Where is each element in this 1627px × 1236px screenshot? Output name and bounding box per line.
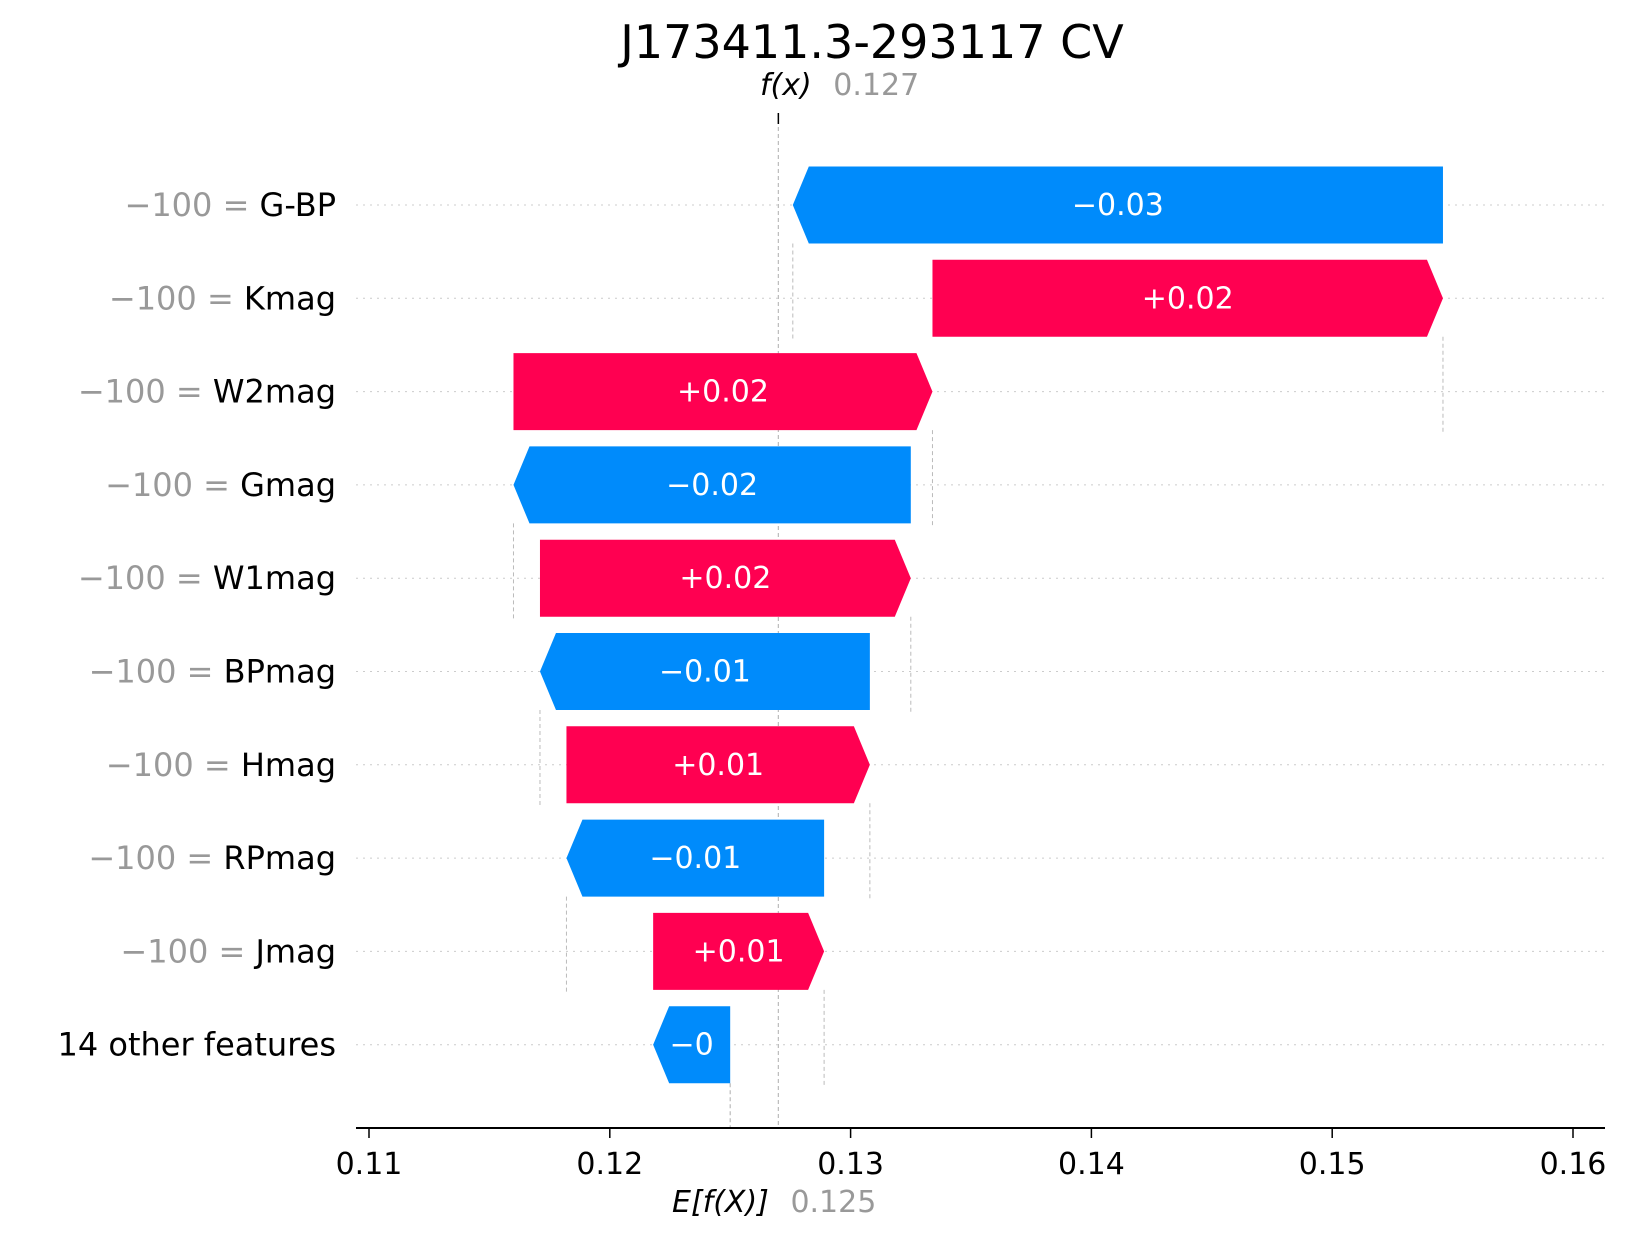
- feature-name: Kmag: [244, 279, 336, 317]
- feature-value: −100 =: [88, 839, 223, 877]
- feature-name: Jmag: [253, 932, 336, 970]
- feature-label: −100 = BPmag: [89, 653, 336, 691]
- feature-name: 14 other features: [57, 1026, 336, 1064]
- feature-label: −100 = G-BP: [125, 186, 337, 224]
- bar-value-label: +0.02: [679, 561, 771, 596]
- x-tick-label: 0.16: [1540, 1147, 1607, 1182]
- bar-positive: [513, 353, 933, 431]
- bar-positive: [932, 259, 1443, 337]
- feature-name: RPmag: [223, 839, 336, 877]
- bar-value-label: −0.03: [1072, 188, 1164, 223]
- base-value-label: E[f(X)] 0.125: [672, 1185, 876, 1220]
- bar-negative: [513, 446, 911, 524]
- feature-name: W1mag: [213, 559, 336, 597]
- feature-name: G-BP: [260, 186, 336, 224]
- feature-label: −100 = W2mag: [78, 373, 336, 411]
- feature-name: Gmag: [240, 466, 336, 504]
- x-tick-label: 0.12: [576, 1147, 643, 1182]
- feature-name: BPmag: [224, 653, 336, 691]
- feature-label: −100 = Kmag: [109, 279, 336, 317]
- bar-value-label: +0.01: [672, 748, 764, 783]
- bar-value-label: +0.01: [693, 934, 785, 969]
- feature-name: W2mag: [213, 373, 336, 411]
- feature-value: −100 =: [89, 653, 224, 691]
- x-tick-label: 0.14: [1058, 1147, 1125, 1182]
- output-value-label: f(x) 0.127: [760, 68, 919, 103]
- bar-value-label: −0.01: [659, 655, 751, 690]
- base-value-number: 0.125: [790, 1185, 876, 1220]
- feature-label: −100 = RPmag: [88, 839, 336, 877]
- output-value-name: f(x): [760, 68, 812, 103]
- feature-label: 14 other features: [57, 1026, 336, 1064]
- bar-value-label: −0.01: [649, 841, 741, 876]
- feature-value: −100 =: [120, 932, 255, 970]
- bar-value-label: +0.02: [1142, 281, 1234, 316]
- bars-layer: −0.03 +0.02 +0.02 −0.02 +0.02 −0.01 +0.01 −0.01…: [513, 166, 1443, 1084]
- chart-title: J173411.3-293117 CV: [617, 15, 1124, 69]
- x-axis: 0.11 0.12 0.13 0.14 0.15 0.16: [336, 1127, 1607, 1182]
- feature-label: −100 = W1mag: [78, 559, 336, 597]
- feature-label: −100 = Hmag: [106, 746, 336, 784]
- bar-value-label: +0.02: [677, 375, 769, 410]
- feature-label: −100 = Jmag: [120, 932, 336, 970]
- bar-value-label: −0.02: [666, 468, 758, 503]
- x-tick-label: 0.11: [336, 1147, 403, 1182]
- bar-positive: [566, 726, 870, 804]
- x-tick-label: 0.15: [1299, 1147, 1366, 1182]
- bar-value-label: −0: [670, 1028, 714, 1063]
- feature-value: −100 =: [78, 373, 213, 411]
- base-value-name: E[f(X)]: [672, 1185, 769, 1220]
- feature-value: −100 =: [125, 186, 260, 224]
- feature-value: −100 =: [78, 559, 213, 597]
- feature-name: Hmag: [241, 746, 336, 784]
- feature-label: −100 = Gmag: [105, 466, 336, 504]
- x-tick-label: 0.13: [817, 1147, 884, 1182]
- feature-value: −100 =: [106, 746, 241, 784]
- feature-labels-layer: −100 = G-BP−100 = Kmag−100 = W2mag−100 =…: [57, 186, 336, 1064]
- bar-positive: [653, 912, 825, 990]
- bar-negative: [653, 1006, 731, 1084]
- bar-negative: [539, 633, 870, 710]
- bar-negative: [792, 166, 1443, 244]
- output-value-number: 0.127: [833, 68, 919, 103]
- bar-positive: [539, 539, 911, 617]
- feature-value: −100 =: [105, 466, 240, 504]
- bar-negative: [566, 819, 825, 897]
- feature-value: −100 =: [109, 279, 244, 317]
